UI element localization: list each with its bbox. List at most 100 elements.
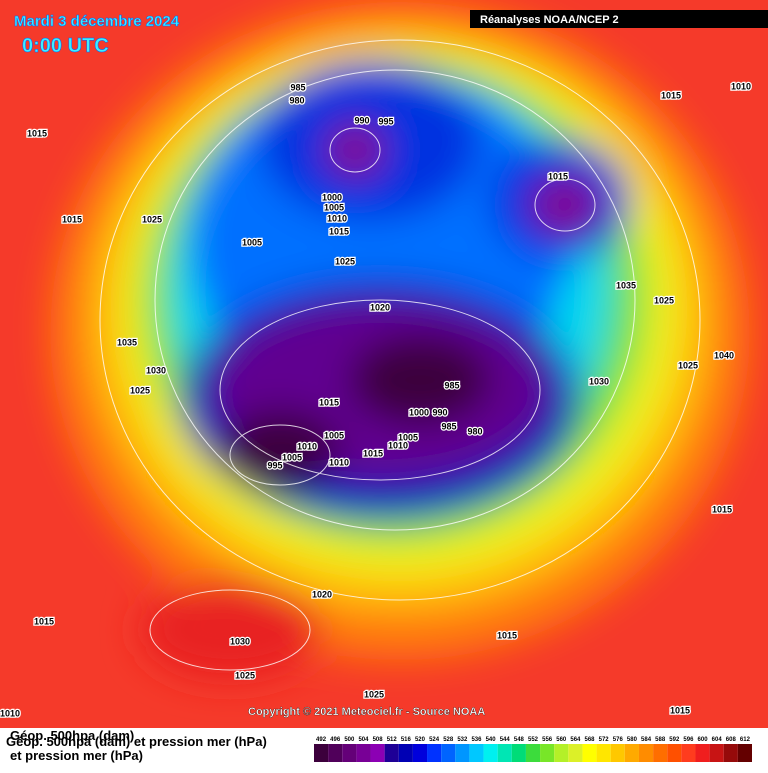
copyright: Copyright © 2021 Meteociel.fr - Source N… [248,706,485,718]
isobar-label: 990 [354,115,369,125]
legend-label: 496 [330,737,341,743]
legend-swatch [328,744,343,762]
isobar-label: 1010 [329,457,349,467]
legend-label: 612 [740,737,751,743]
source-banner [470,10,768,28]
legend-label: 504 [358,737,369,743]
legend-label: 552 [528,737,539,743]
legend-label: 556 [542,737,553,743]
isobar-label: 1015 [712,504,732,514]
legend-label: 568 [585,737,596,743]
legend-swatch [441,744,456,762]
legend-swatch [568,744,583,762]
isobar-label: 985 [444,380,459,390]
isobar-label: 1035 [117,337,137,347]
legend-swatch [370,744,385,762]
legend-swatch [497,744,512,762]
legend-label: 560 [556,737,567,743]
legend-label: 540 [486,737,497,743]
legend-swatch [653,744,668,762]
isobar-label: 1025 [654,295,674,305]
isobar-label: 1015 [319,397,339,407]
isobar-label: 1020 [370,302,390,312]
time: 0:00 UTC [22,35,109,57]
legend-label: 536 [471,737,482,743]
isobar-label: 1015 [497,630,517,640]
isobar-label: 1025 [678,360,698,370]
isobar-label: 1010 [297,441,317,451]
legend-label: 580 [627,737,638,743]
legend-swatch [681,744,696,762]
legend-swatch [342,744,357,762]
isobar-label: 1035 [616,280,636,290]
isobar-label: 1015 [661,90,681,100]
isobar-label: 985 [441,421,456,431]
legend-label: 564 [570,737,581,743]
legend-label: 508 [373,737,384,743]
isobar-label: 1000 [409,407,429,417]
isobar-label: 1005 [324,430,344,440]
legend-swatch [525,744,541,762]
isobar-label: 995 [267,460,282,470]
legend-swatch [483,744,498,762]
isobar-label: 980 [467,426,482,436]
contours [99,39,701,671]
legend-swatch [455,744,470,762]
isobar-label: 1005 [324,202,344,212]
legend-label: 600 [698,737,709,743]
legend-label: 548 [514,737,525,743]
legend-swatch [427,744,442,762]
legend-label: 520 [415,737,426,743]
isobar-label: 1025 [130,385,150,395]
isobar-label: 1030 [146,365,166,375]
legend-swatch [554,744,569,762]
legend-label: 544 [500,737,511,743]
legend-swatch [469,744,484,762]
legend-label: 584 [641,737,652,743]
isobar-label: 1020 [312,589,332,599]
legend-swatch [624,744,639,762]
legend-swatch [667,744,682,762]
legend-label: 500 [344,737,355,743]
isobar-label: 1015 [329,226,349,236]
isobar-label: 1015 [548,171,568,181]
isobar-label: 1030 [230,636,250,646]
legend-label: 604 [712,737,723,743]
caption: Géop. 500hpa (dam) et pression mer (hPa) [6,734,267,749]
isobar-label: 1005 [242,237,262,247]
isobar-label: 980 [289,95,304,105]
legend-label: 492 [316,737,327,743]
isobar-label: 1030 [589,376,609,386]
isobar-label: 1010 [0,708,20,718]
isobar-label: 1040 [714,350,734,360]
legend-label: 576 [613,737,624,743]
isobar-label: 1015 [34,616,54,626]
isobar-label: 1010 [327,213,347,223]
legend-label: 516 [401,737,412,743]
legend-swatch [737,744,752,762]
isobar-label: 990 [432,407,447,417]
legend-label: 524 [429,737,440,743]
legend-label: 588 [655,737,666,743]
legend-swatch [384,744,399,762]
date: Mardi 3 décembre 2024 [14,13,180,30]
isobar-label: 1010 [388,440,408,450]
legend-swatch [723,744,738,762]
legend-label: 592 [669,737,680,743]
isobar-label: 995 [378,116,393,126]
isobar-label: 1015 [62,214,82,224]
legend-label: 572 [599,737,610,743]
legend-label: 596 [683,737,694,743]
isobar-label: 1005 [282,452,302,462]
isobar-label: 1010 [731,81,751,91]
legend-swatch [582,744,597,762]
legend-label: 608 [726,737,737,743]
legend-swatch [412,744,428,762]
isobar-label: 1025 [335,256,355,266]
source: Réanalyses NOAA/NCEP 2 [480,14,619,26]
legend-swatch [638,744,654,762]
legend-swatch [695,744,710,762]
legend-label: 528 [443,737,454,743]
legend-swatch [610,744,625,762]
